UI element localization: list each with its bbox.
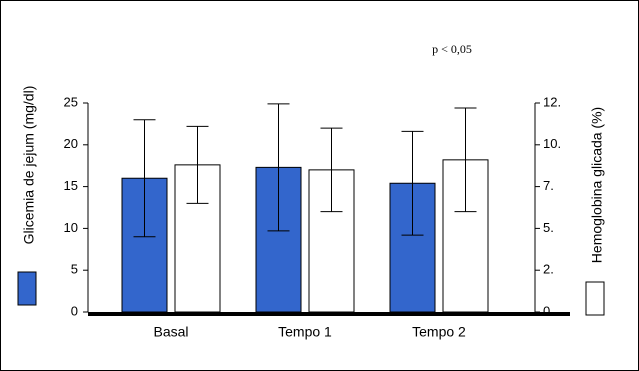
y-tick-label: 0 bbox=[71, 303, 78, 318]
y-tick-label: 15 bbox=[64, 178, 78, 193]
annotation: p < 0,05 bbox=[432, 42, 472, 56]
y2-axis-title: Hemoglobina glicada (%) bbox=[589, 107, 605, 263]
y-tick-label: 10 bbox=[64, 220, 78, 235]
x-tick-label: Tempo 2 bbox=[412, 324, 466, 340]
y2-tick-label: 7. bbox=[543, 178, 554, 193]
y2-tick-label: 2. bbox=[543, 262, 554, 277]
y2-tick-label: 10. bbox=[543, 136, 561, 151]
y2-tick-label: 0. bbox=[543, 303, 554, 318]
legend-swatch bbox=[17, 271, 37, 306]
y-tick-label: 25 bbox=[64, 94, 78, 109]
y-axis-title: Glicemia de jejum (mg/dl) bbox=[21, 86, 37, 245]
y-tick-label: 20 bbox=[64, 136, 78, 151]
y2-tick-label: 12. bbox=[543, 94, 561, 109]
y-tick-label: 5 bbox=[71, 262, 78, 277]
legend-swatch bbox=[585, 281, 605, 316]
x-tick-label: Basal bbox=[153, 324, 188, 340]
bar bbox=[389, 182, 436, 313]
x-tick-label: Tempo 1 bbox=[278, 324, 332, 340]
y2-tick-label: 5. bbox=[543, 220, 554, 235]
